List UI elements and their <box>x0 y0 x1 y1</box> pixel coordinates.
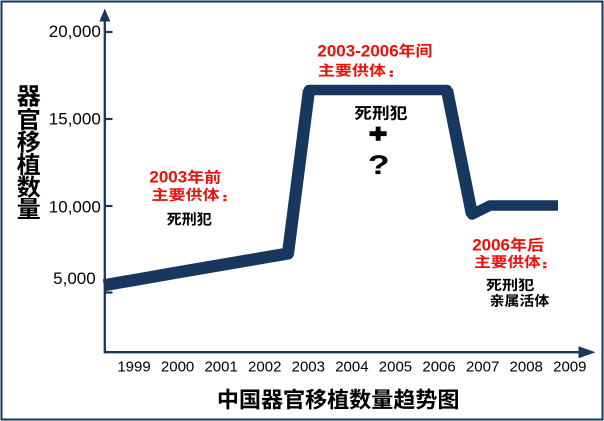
svg-text:10,000: 10,000 <box>49 198 101 217</box>
svg-text:1999: 1999 <box>117 359 150 376</box>
svg-text:2005: 2005 <box>379 359 412 376</box>
svg-text:2002: 2002 <box>248 359 281 376</box>
svg-text:2008: 2008 <box>510 359 543 376</box>
svg-text:2006: 2006 <box>422 359 455 376</box>
svg-text:2003: 2003 <box>149 168 187 187</box>
svg-text:15,000: 15,000 <box>49 110 101 129</box>
svg-text:2003: 2003 <box>292 359 325 376</box>
svg-text:2003-2006: 2003-2006 <box>317 41 398 60</box>
svg-text:2004: 2004 <box>335 359 368 376</box>
svg-text:2009: 2009 <box>553 359 586 376</box>
svg-text:2007: 2007 <box>466 359 499 376</box>
svg-text:2006: 2006 <box>472 236 510 255</box>
svg-text:2001: 2001 <box>204 359 237 376</box>
svg-text:5,000: 5,000 <box>53 269 96 288</box>
svg-text:20,000: 20,000 <box>49 22 101 41</box>
svg-text:2000: 2000 <box>161 359 194 376</box>
